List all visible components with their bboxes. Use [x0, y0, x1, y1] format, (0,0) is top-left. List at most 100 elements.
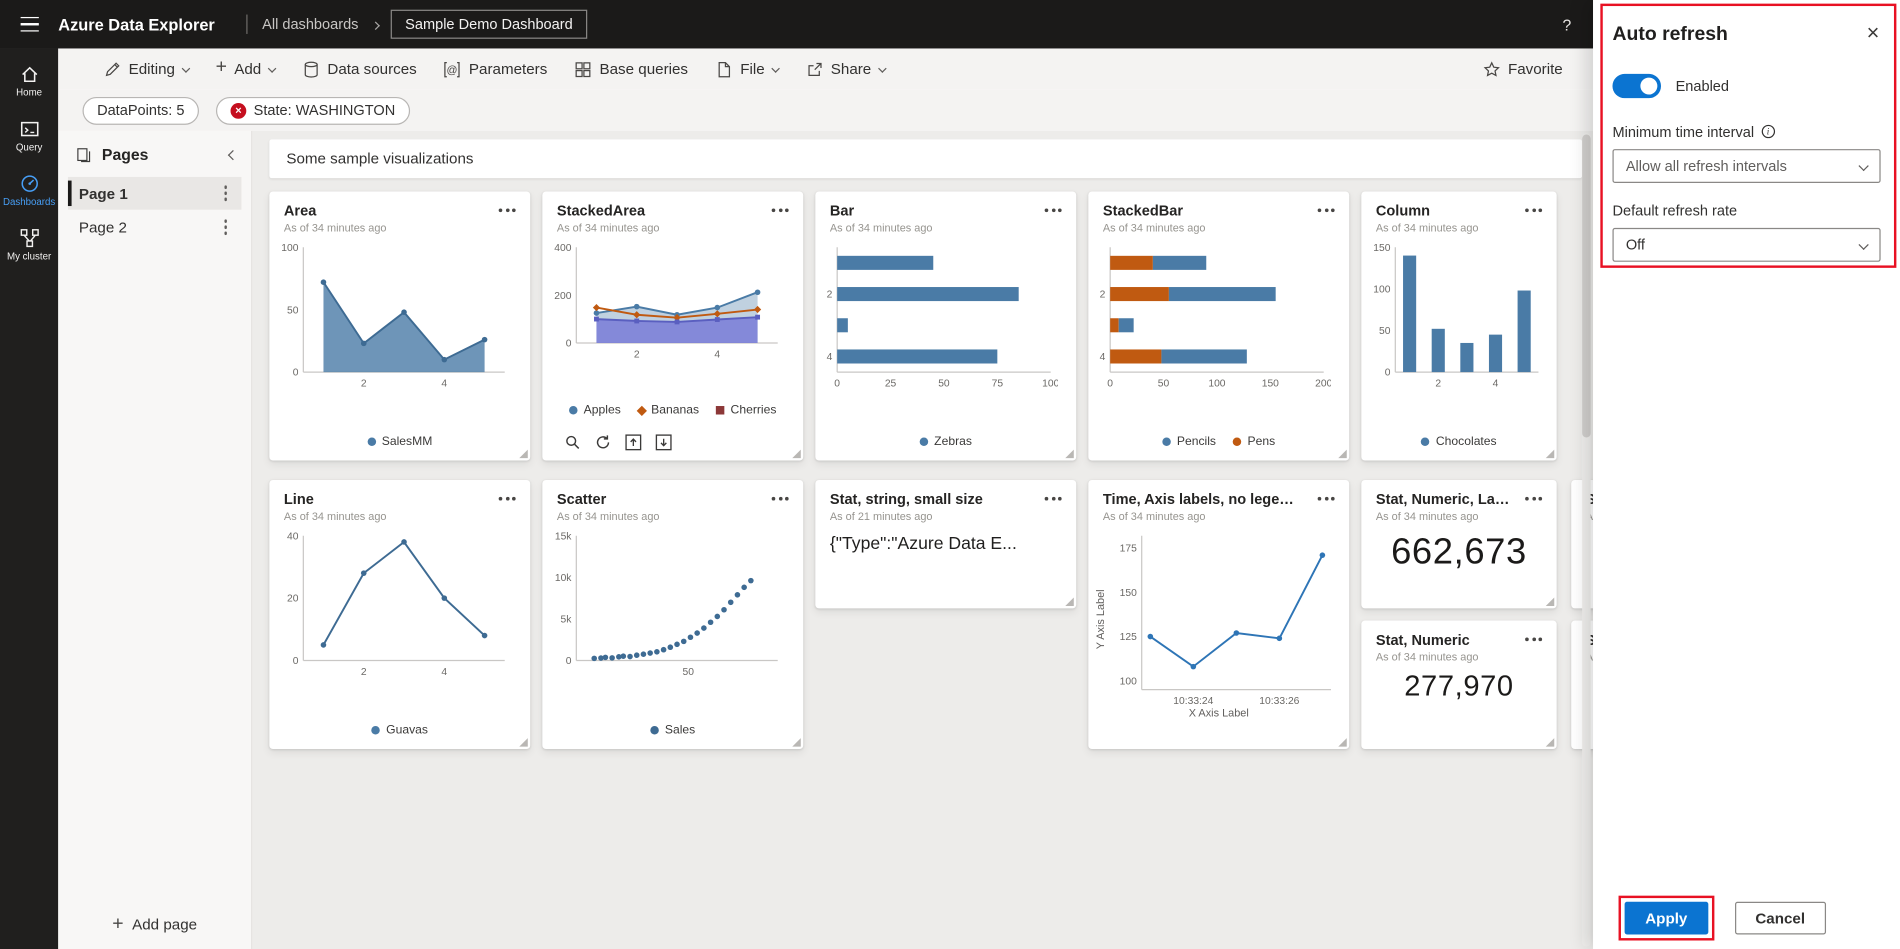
legend-item[interactable]: Cherries: [715, 404, 776, 417]
page-menu-icon[interactable]: [219, 181, 232, 206]
close-icon[interactable]: ×: [1862, 19, 1884, 46]
page-item-1[interactable]: Page 1: [67, 176, 242, 210]
legend-item[interactable]: Chocolates: [1421, 435, 1497, 448]
rail-item-query[interactable]: Query: [0, 108, 58, 163]
hamburger-menu-icon[interactable]: [0, 0, 58, 48]
tile-time-axis[interactable]: Time, Axis labels, no legend As of 34 mi…: [1088, 479, 1350, 750]
tile-resize-handle[interactable]: [1338, 449, 1347, 459]
auto-refresh-toggle[interactable]: [1612, 73, 1662, 99]
tile-resize-handle[interactable]: [1065, 449, 1074, 459]
tile-more-menu-icon[interactable]: [1523, 202, 1545, 218]
tile-stat-string[interactable]: Stat, string, small size As of 21 minute…: [815, 479, 1077, 609]
tile-stat-numeric-large[interactable]: Stat, Numeric, Large As of 34 minutes ag…: [1361, 479, 1557, 609]
info-icon[interactable]: i: [1761, 124, 1775, 139]
tile-markdown-banner[interactable]: Some sample visualizations: [269, 139, 1583, 179]
min-interval-dropdown[interactable]: Allow all refresh intervals: [1612, 149, 1881, 184]
collapse-panel-icon[interactable]: [227, 149, 239, 160]
editing-menu-button[interactable]: Editing: [90, 48, 203, 89]
state-filter-pill[interactable]: × State: WASHINGTON: [216, 96, 410, 125]
page-menu-icon[interactable]: [219, 215, 232, 240]
tile-more-menu-icon[interactable]: [496, 491, 518, 507]
legend-label: Pencils: [1176, 435, 1216, 449]
page-item-2[interactable]: Page 2: [68, 211, 242, 244]
default-rate-label: Default refresh rate: [1612, 201, 1738, 219]
breadcrumb-all-dashboards[interactable]: All dashboards: [262, 15, 359, 33]
cancel-button[interactable]: Cancel: [1734, 901, 1826, 935]
tile-stackedarea[interactable]: StackedArea As of 34 minutes ago 2 4 0 200 4…: [542, 191, 804, 461]
legend-marker: [1421, 437, 1430, 447]
legend-item[interactable]: Sales: [650, 724, 695, 737]
legend-item[interactable]: Bananas: [636, 404, 699, 417]
tile-more-menu-icon[interactable]: [1042, 491, 1064, 507]
add-menu-button[interactable]: + Add: [202, 48, 288, 89]
tile-bar[interactable]: Bar As of 34 minutes ago 0 25 50 75 100 2 4 Ze…: [815, 191, 1077, 461]
rail-item-my-cluster[interactable]: My cluster: [0, 217, 58, 272]
legend-item[interactable]: Zebras: [919, 435, 972, 448]
database-icon: [304, 61, 318, 77]
datapoints-filter-pill[interactable]: DataPoints: 5: [82, 96, 200, 125]
svg-text:0: 0: [566, 339, 572, 350]
rail-label: My cluster: [6, 250, 52, 262]
apply-button[interactable]: Apply: [1624, 901, 1709, 935]
data-sources-button[interactable]: Data sources: [289, 48, 431, 89]
tile-line[interactable]: Line As of 34 minutes ago 2 4 0 20 40 Guavas: [269, 479, 531, 750]
tile-header: Time, Axis labels, no legend As of 34 mi…: [1088, 480, 1349, 522]
tile-more-menu-icon[interactable]: [1523, 491, 1545, 507]
legend-marker: [1232, 437, 1242, 447]
tile-area[interactable]: Area As of 34 minutes ago 2 4 0 50 100 Sales…: [269, 191, 531, 461]
file-menu-button[interactable]: File: [701, 48, 792, 89]
tile-more-menu-icon[interactable]: [769, 202, 791, 218]
legend-item[interactable]: Apples: [569, 404, 621, 417]
svg-text:50: 50: [938, 379, 950, 390]
legend-item[interactable]: Pencils: [1162, 435, 1216, 448]
tile-resize-handle[interactable]: [1065, 597, 1074, 606]
selection-indicator: [67, 180, 71, 207]
dashboard-title[interactable]: Sample Demo Dashboard: [390, 9, 588, 39]
tile-more-menu-icon[interactable]: [1523, 631, 1545, 647]
share-menu-button[interactable]: Share: [792, 48, 899, 89]
tile-resize-handle[interactable]: [519, 738, 528, 747]
reset-zoom-icon[interactable]: [595, 434, 612, 451]
editing-label: Editing: [128, 60, 175, 78]
tile-resize-handle[interactable]: [1545, 738, 1555, 747]
tile-header: Bar As of 34 minutes ago: [815, 191, 1076, 234]
chevron-down-icon: [182, 64, 191, 72]
legend-marker: [1162, 437, 1171, 447]
zoom-icon[interactable]: [564, 434, 581, 451]
tile-resize-handle[interactable]: [792, 738, 801, 747]
tile-more-menu-icon[interactable]: [1315, 202, 1337, 218]
favorite-button[interactable]: Favorite: [1469, 48, 1576, 89]
tile-stackedbar[interactable]: StackedBar As of 34 minutes ago 0 50 100 15…: [1088, 191, 1350, 461]
tile-resize-handle[interactable]: [792, 449, 801, 459]
legend-item[interactable]: Pens: [1232, 435, 1275, 448]
add-page-button[interactable]: + Add page: [58, 914, 251, 934]
tile-more-menu-icon[interactable]: [769, 491, 791, 507]
svg-text:100: 100: [1373, 285, 1390, 296]
tile-resize-handle[interactable]: [1338, 738, 1347, 747]
base-queries-button[interactable]: Base queries: [561, 48, 702, 89]
tile-resize-handle[interactable]: [519, 449, 528, 459]
tile-column[interactable]: Column As of 34 minutes ago 2 4 0 50 100 150 …: [1361, 191, 1557, 461]
legend-item[interactable]: SalesMM: [367, 435, 432, 448]
tile-resize-handle[interactable]: [1545, 449, 1555, 459]
help-icon[interactable]: ?: [1562, 15, 1572, 34]
pan-down-icon[interactable]: [655, 434, 672, 451]
tile-more-menu-icon[interactable]: [1042, 202, 1064, 218]
svg-text:200: 200: [1315, 379, 1331, 390]
left-rail: Home Query Dashboards My cluster: [0, 48, 59, 949]
tile-scatter[interactable]: Scatter As of 34 minutes ago 50 0 5k 10k 15k…: [542, 479, 804, 750]
default-rate-dropdown[interactable]: Off: [1612, 227, 1881, 262]
parameters-button[interactable]: @ Parameters: [430, 48, 561, 89]
pan-up-icon[interactable]: [625, 434, 642, 451]
banner-text: Some sample visualizations: [286, 150, 474, 168]
tile-resize-handle[interactable]: [1545, 597, 1555, 606]
tile-stat-numeric[interactable]: Stat, Numeric As of 34 minutes ago 277,9…: [1361, 620, 1557, 750]
share-icon: [808, 62, 822, 76]
legend-item[interactable]: Guavas: [371, 724, 428, 737]
chart-legend: Apples Bananas Cherries: [542, 404, 803, 417]
scrollbar-thumb[interactable]: [1582, 134, 1591, 438]
rail-item-home[interactable]: Home: [0, 53, 58, 108]
tile-more-menu-icon[interactable]: [496, 202, 518, 218]
tile-more-menu-icon[interactable]: [1315, 491, 1337, 507]
rail-item-dashboards[interactable]: Dashboards: [0, 162, 58, 217]
